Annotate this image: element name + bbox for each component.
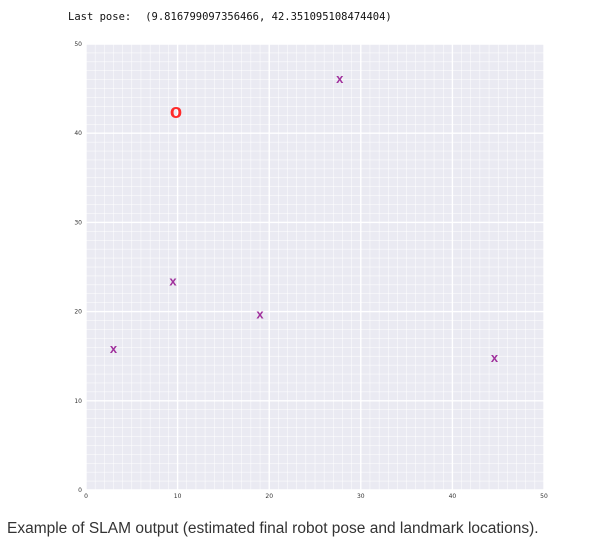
y-tick-label: 40 <box>74 130 82 137</box>
y-tick-label: 0 <box>78 487 82 494</box>
landmark-marker: x <box>491 350 499 365</box>
slam-scatter-plot: 0 10 20 30 40 50 0 10 20 30 40 50 o x x x x x <box>74 41 548 500</box>
landmark-marker: x <box>110 341 118 356</box>
y-tick-label: 30 <box>74 219 82 226</box>
plot-markers: o x x x x x <box>110 71 499 365</box>
x-tick-label: 0 <box>84 493 88 500</box>
last-pose-readout: Last pose: (9.816799097356466, 42.3510951… <box>68 11 392 23</box>
x-tick-label: 40 <box>449 493 457 500</box>
x-tick-label: 20 <box>265 493 273 500</box>
landmark-marker: x <box>336 71 344 86</box>
axis-ticks: 0 10 20 30 40 50 0 10 20 30 40 50 <box>74 41 548 500</box>
y-tick-label: 50 <box>74 41 82 48</box>
x-tick-label: 10 <box>174 493 182 500</box>
landmark-marker: x <box>169 273 177 288</box>
y-tick-label: 20 <box>74 309 82 316</box>
landmark-marker: x <box>256 306 264 321</box>
figure-caption: Example of SLAM output (estimated final … <box>7 520 539 537</box>
y-tick-label: 10 <box>74 398 82 405</box>
plot-grid <box>85 43 545 491</box>
last-pose-value: (9.816799097356466, 42.351095108474404) <box>145 11 392 23</box>
robot-pose-marker: o <box>170 101 182 123</box>
x-tick-label: 30 <box>357 493 365 500</box>
x-tick-label: 50 <box>540 493 548 500</box>
last-pose-label: Last pose: <box>68 11 132 23</box>
